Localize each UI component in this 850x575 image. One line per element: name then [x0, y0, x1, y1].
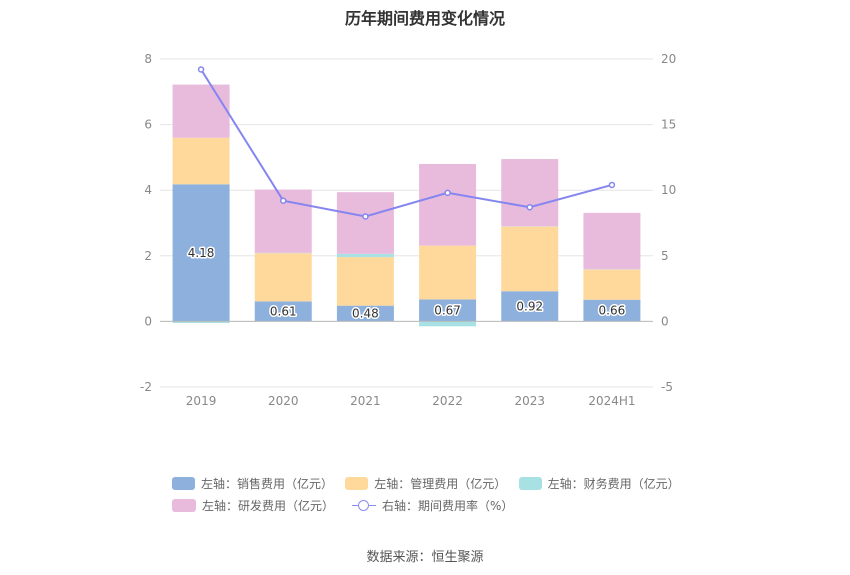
legend-item-rate[interactable]: 右轴：期间费用率（%） — [352, 497, 513, 514]
data-label-sales: 0.66 — [599, 304, 626, 318]
bar-series — [172, 84, 641, 327]
y-right-tick-label: 20 — [661, 52, 676, 66]
y-right-tick-label: -5 — [661, 380, 673, 394]
legend-swatch-admin — [345, 476, 369, 490]
legend-item-finance[interactable]: 左轴：财务费用（亿元） — [518, 475, 680, 492]
bar-finance — [172, 321, 230, 324]
bar-rnd — [583, 212, 641, 270]
legend-label-sales: 左轴：销售费用（亿元） — [200, 476, 333, 491]
rate-point — [197, 66, 205, 73]
x-tick-label: 2022 — [432, 394, 463, 408]
bar-rnd — [501, 159, 559, 227]
bar-rnd — [419, 163, 477, 246]
y-left-tick-label: 2 — [144, 249, 152, 263]
grid-lines — [160, 58, 653, 388]
bar-admin — [172, 137, 230, 185]
bar-sales — [419, 299, 477, 322]
bar-admin — [583, 269, 641, 300]
bar-admin — [254, 253, 312, 302]
y-right-tick-label: 10 — [661, 183, 676, 197]
y-left-tick-label: 4 — [144, 183, 152, 197]
y-left-tick-label: 6 — [144, 118, 152, 132]
legend-swatch-sales — [172, 476, 195, 490]
bar-rnd — [172, 84, 230, 138]
rate-line-series — [197, 66, 616, 220]
rate-point — [444, 189, 451, 197]
legend-label-rate: 右轴：期间费用率（%） — [382, 498, 514, 513]
bar-finance — [336, 253, 394, 258]
bar-rnd — [336, 192, 394, 254]
x-tick-label: 2021 — [350, 394, 381, 408]
y-left-tick-label: 0 — [144, 314, 152, 328]
legend-label-rnd: 左轴：研发费用（亿元） — [202, 498, 335, 513]
bar-admin — [501, 226, 559, 292]
bar-finance — [419, 321, 477, 327]
y-left-tick-label: -2 — [140, 380, 152, 394]
bar-admin — [419, 245, 477, 300]
data-label-sales: 0.92 — [516, 299, 543, 313]
legend: 左轴：销售费用（亿元） 左轴：管理费用（亿元） 左轴：财务费用（亿元） 左轴：研… — [172, 472, 692, 516]
y-right-tick-label: 5 — [661, 249, 669, 263]
bar-sales — [501, 291, 559, 322]
legend-label-admin: 左轴：管理费用（亿元） — [374, 476, 507, 491]
source-note: 数据来源：恒生聚源 — [366, 550, 484, 565]
data-label-sales: 0.48 — [352, 307, 379, 321]
data-label-sales: 0.67 — [434, 303, 461, 317]
bar-sales — [172, 184, 230, 322]
rate-point — [526, 204, 533, 211]
data-label-sales: 0.61 — [270, 304, 297, 318]
chart-title: 历年期间费用变化情况 — [344, 9, 505, 28]
x-tick-label: 2020 — [268, 394, 299, 408]
rate-point — [362, 213, 369, 220]
legend-swatch-finance — [518, 476, 542, 490]
x-tick-label: 2019 — [186, 394, 217, 408]
rate-point — [280, 197, 287, 204]
rate-point — [608, 181, 616, 189]
legend-label-finance: 左轴：财务费用（亿元） — [547, 476, 680, 491]
data-label-sales: 4.18 — [188, 246, 215, 260]
x-tick-label: 2023 — [514, 394, 545, 408]
data-labels: 4.18 0.61 0.48 0.67 0.92 0.66 — [186, 244, 627, 322]
y-right-tick-label: 0 — [661, 314, 669, 328]
y-right-tick-label: 15 — [661, 118, 676, 132]
legend-item-sales[interactable]: 左轴：销售费用（亿元） — [172, 475, 333, 492]
rate-line — [200, 68, 613, 218]
x-tick-label: 2024H1 — [588, 394, 635, 408]
bar-admin — [336, 257, 394, 306]
legend-item-rnd[interactable]: 左轴：研发费用（亿元） — [172, 497, 334, 514]
y-left-tick-label: 8 — [144, 52, 152, 66]
legend-swatch-rnd — [172, 498, 196, 512]
bar-sales — [254, 301, 312, 322]
bar-sales — [583, 299, 641, 322]
legend-item-admin[interactable]: 左轴：管理费用（亿元） — [345, 475, 507, 492]
axes: -2 -5 0 0 2 5 4 10 6 15 8 20 2019 2020 2021 2022 2023 202… — [140, 52, 676, 408]
bar-sales — [336, 305, 394, 322]
legend-swatch-rate-icon — [352, 499, 377, 512]
chart-area: 4.18 0.61 0.48 0.67 0.92 0.66 -2 -5 0 0 2 5 4 10 6 15 8… — [140, 52, 676, 408]
